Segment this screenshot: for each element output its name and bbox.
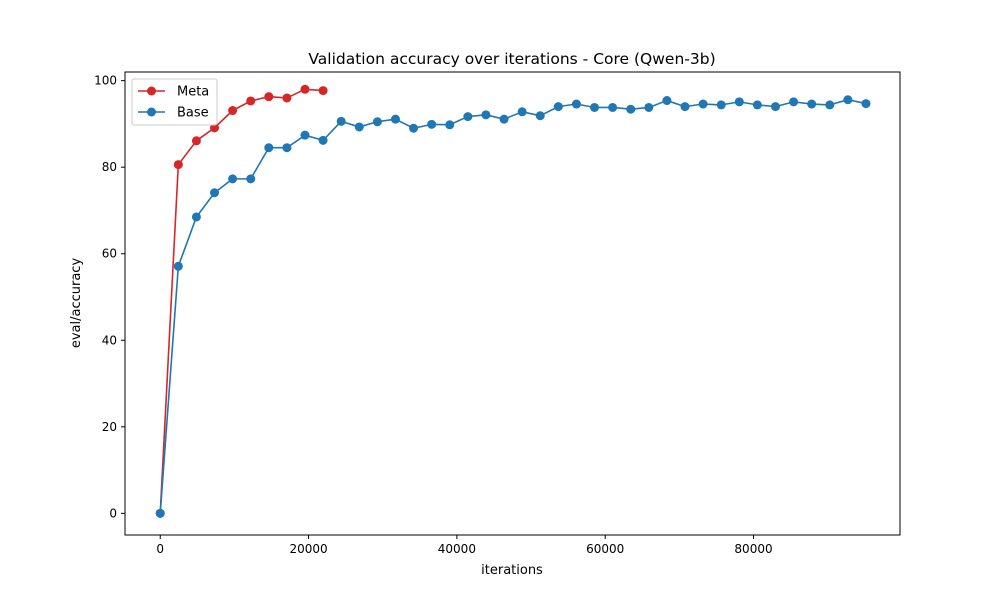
series-base-point (463, 112, 473, 122)
series-base-point (481, 110, 491, 120)
series-base-point (390, 114, 400, 124)
series-base-point (590, 102, 600, 112)
y-axis-label: eval/accuracy (69, 258, 84, 349)
plot-area (155, 84, 871, 518)
series-base-point (553, 102, 563, 112)
series-base-point (825, 100, 835, 110)
y-tick-label: 60 (102, 247, 117, 261)
x-tick-label: 80000 (734, 542, 772, 556)
series-base-point (644, 102, 654, 112)
series-meta-point (228, 106, 238, 116)
x-tick-label: 20000 (289, 542, 327, 556)
series-base-point (734, 97, 744, 107)
series-base-point (264, 143, 274, 153)
y-tick-label: 40 (102, 333, 117, 347)
axes-frame (124, 71, 901, 536)
series-base-point (608, 102, 618, 112)
series-base-point (861, 99, 871, 109)
y-tick-label: 80 (102, 160, 117, 174)
series-base-point (626, 104, 636, 114)
series-base-point (535, 111, 545, 121)
series-base-line (159, 98, 867, 514)
x-tick-label: 40000 (438, 542, 476, 556)
series-meta-point (300, 84, 310, 94)
series-base-point (173, 261, 183, 271)
series-base-point (228, 174, 238, 184)
series-meta-point (282, 93, 292, 103)
series-meta-line (159, 88, 324, 514)
legend-base-marker (147, 107, 156, 117)
series-meta-point (191, 136, 201, 146)
series-base-point (409, 123, 419, 133)
series-meta-point (173, 160, 183, 170)
series-meta-point (210, 123, 220, 133)
series-meta-point (264, 92, 274, 102)
series-base (155, 95, 871, 518)
series-base-point (445, 120, 455, 130)
series-base-point (155, 508, 165, 518)
series-meta (155, 84, 328, 518)
series-base-point (843, 95, 853, 105)
series-base-point (246, 174, 256, 184)
series-base-point (789, 97, 799, 107)
series-base-point (336, 116, 346, 126)
series-base-point (770, 102, 780, 112)
series-base-point (698, 99, 708, 109)
legend-meta-marker (147, 86, 156, 96)
legend: Meta Base (131, 78, 218, 126)
series-base-point (300, 130, 310, 140)
series-base-point (752, 100, 762, 110)
series-base-point (807, 99, 817, 109)
y-tick-label: 100 (94, 74, 117, 88)
x-axis-label: iterations (481, 563, 543, 578)
series-meta-point (246, 96, 256, 106)
y-tick-label: 0 (109, 506, 117, 520)
legend-base-label: Base (177, 106, 209, 121)
y-tick-label: 20 (102, 420, 117, 434)
legend-meta-label: Meta (177, 85, 209, 100)
series-base-point (318, 135, 328, 145)
series-base-point (517, 107, 527, 117)
series-base-point (191, 212, 201, 222)
series-base-point (282, 143, 292, 153)
series-base-point (354, 122, 364, 132)
x-tick-label: 60000 (586, 542, 624, 556)
series-base-point (716, 100, 726, 110)
series-base-point (372, 117, 382, 127)
series-base-point (571, 99, 581, 109)
series-base-point (662, 96, 672, 106)
axis-ticks: 0 20000 40000 60000 80000 0 20 40 60 80 100 (94, 74, 773, 556)
x-tick-label: 0 (156, 542, 164, 556)
series-meta-point (318, 86, 328, 96)
series-base-point (680, 102, 690, 112)
series-base-point (499, 114, 509, 124)
series-base-point (427, 119, 437, 129)
chart-title: Validation accuracy over iterations - Co… (308, 50, 715, 68)
series-base-point (210, 188, 220, 198)
